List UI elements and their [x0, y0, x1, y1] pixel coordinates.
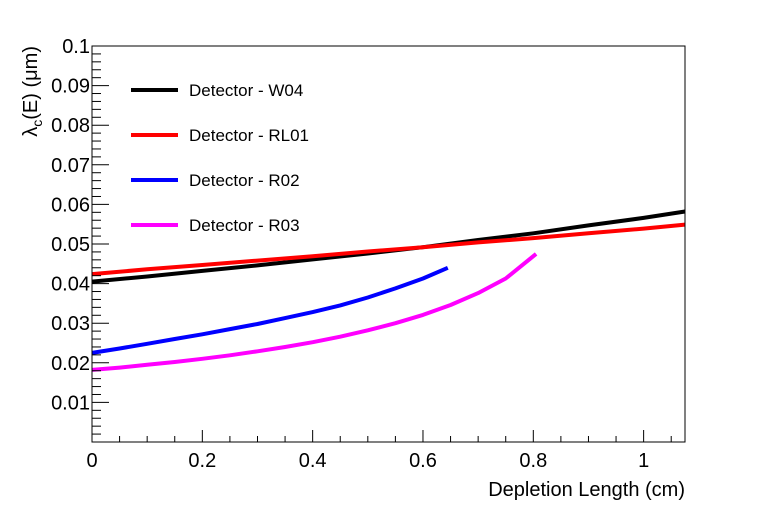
x-tick-label: 0 [86, 450, 97, 472]
legend-label-detector-r03: Detector - R03 [189, 216, 300, 235]
y-tick-label: 0.04 [51, 274, 90, 296]
y-tick-label: 0.08 [51, 115, 90, 137]
legend-label-detector-w04: Detector - W04 [189, 81, 303, 100]
series-line-detector-r03 [91, 252, 538, 372]
x-tick-label: 0.8 [519, 450, 547, 472]
y-tick-label: 0.09 [51, 76, 90, 98]
x-tick-label: 1 [638, 450, 649, 472]
y-tick-label: 0.01 [51, 392, 90, 414]
y-axis-title-subscript: c [29, 120, 45, 127]
legend-label-detector-r02: Detector - R02 [189, 171, 300, 190]
y-tick-label: 0.06 [51, 194, 90, 216]
x-tick-label: 0.2 [188, 450, 216, 472]
y-tick-label: 0.1 [62, 36, 90, 58]
legend: Detector - W04 Detector - RL01 Detector - … [131, 81, 309, 235]
y-tick-label: 0.02 [51, 353, 90, 375]
ticks-layer [91, 45, 672, 443]
x-axis-title: Depletion Length (cm) [488, 479, 685, 501]
y-tick-label: 0.07 [51, 155, 90, 177]
series-line-detector-r02 [91, 265, 449, 355]
series-line-detector-rl01 [91, 222, 686, 277]
x-tick-label: 0.6 [409, 450, 437, 472]
series-layer [91, 209, 686, 372]
y-tick-label: 0.05 [51, 234, 90, 256]
y-tick-label: 0.03 [51, 313, 90, 335]
legend-label-detector-rl01: Detector - RL01 [189, 126, 309, 145]
y-axis-title-rest: (E) (μm) [20, 46, 42, 120]
y-axis-title: λc(E) (μm) [20, 46, 45, 137]
y-axis-title-main: λ [20, 127, 42, 137]
labels-layer: 0 0.2 0.4 0.6 0.8 1 0.01 0.02 0.03 0.04 0.05 0.06 0.… [51, 36, 649, 472]
x-tick-label: 0.4 [299, 450, 327, 472]
